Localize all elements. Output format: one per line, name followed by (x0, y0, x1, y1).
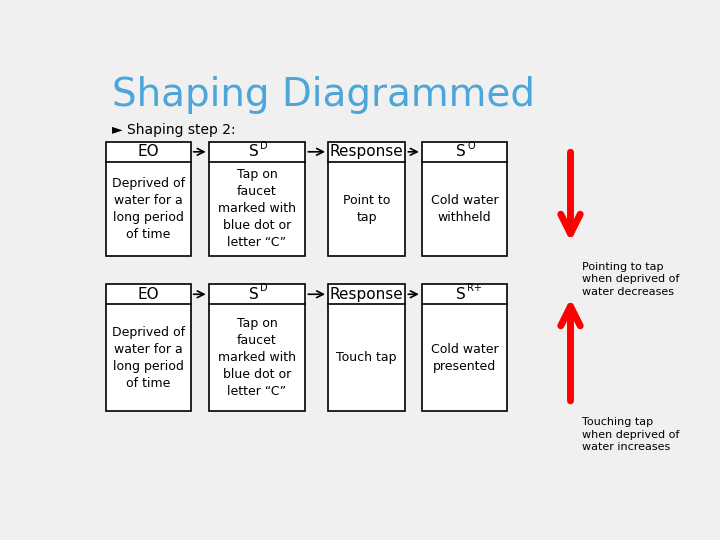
Bar (328, 284, 405, 411)
Text: S: S (249, 144, 258, 159)
Text: EO: EO (138, 144, 159, 159)
Bar (422, 142, 507, 256)
Text: S: S (456, 287, 466, 302)
Text: Cold water
withheld: Cold water withheld (431, 194, 498, 224)
Text: Tap on
faucet
marked with
blue dot or
letter “C”: Tap on faucet marked with blue dot or le… (218, 318, 296, 399)
Text: Deprived of
water for a
long period
of time: Deprived of water for a long period of t… (112, 177, 185, 241)
Text: ► Shaping step 2:: ► Shaping step 2: (112, 123, 235, 137)
Text: R+: R+ (467, 283, 482, 293)
Text: D: D (260, 140, 268, 151)
Text: Point to
tap: Point to tap (343, 194, 390, 224)
Text: Tap on
faucet
marked with
blue dot or
letter “C”: Tap on faucet marked with blue dot or le… (218, 168, 296, 249)
Bar (106, 284, 191, 411)
Text: Pointing to tap
when deprived of
water decreases: Pointing to tap when deprived of water d… (582, 262, 680, 296)
Text: D: D (260, 283, 268, 293)
Text: Deprived of
water for a
long period
of time: Deprived of water for a long period of t… (112, 326, 185, 390)
Text: Response: Response (330, 144, 403, 159)
Bar (209, 142, 305, 256)
Text: Touch tap: Touch tap (336, 352, 397, 365)
Text: Cold water
presented: Cold water presented (431, 343, 498, 373)
Text: Touching tap
when deprived of
water increases: Touching tap when deprived of water incr… (582, 417, 680, 453)
Bar (422, 284, 507, 411)
Bar (106, 142, 191, 256)
Text: O: O (467, 140, 475, 151)
Text: EO: EO (138, 287, 159, 302)
Text: Response: Response (330, 287, 403, 302)
Text: S: S (249, 287, 258, 302)
Bar (209, 284, 305, 411)
Bar (328, 142, 405, 256)
Text: Shaping Diagrammed: Shaping Diagrammed (112, 76, 535, 114)
Text: S: S (456, 144, 466, 159)
